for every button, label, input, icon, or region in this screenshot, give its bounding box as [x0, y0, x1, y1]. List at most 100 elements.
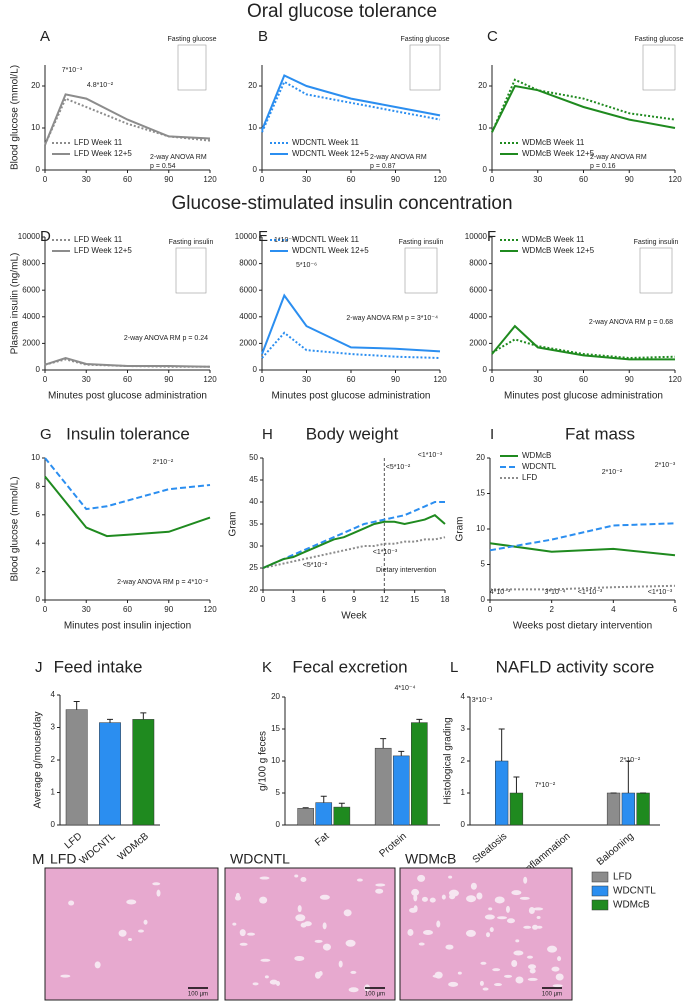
legend-swatch — [591, 885, 609, 897]
vacuole — [314, 939, 323, 943]
annotation: <5*10⁻² — [303, 562, 328, 569]
y-tick-label: 6000 — [22, 285, 40, 294]
inset-title: Fasting glucose — [167, 36, 216, 43]
inset-title: Fasting insulin — [169, 239, 214, 246]
annotation: 7*10⁻² — [535, 782, 556, 789]
legend-label: WDCNTL — [613, 886, 656, 897]
annotation: 3*10⁻³ — [472, 697, 493, 704]
x-tick-label: 120 — [203, 375, 217, 384]
vacuole — [264, 975, 269, 979]
vacuole — [519, 896, 530, 900]
vacuole — [552, 984, 563, 988]
vacuole — [319, 894, 330, 900]
annotation: <1*10⁻³ — [373, 549, 398, 556]
x-tick-label: 30 — [302, 375, 311, 384]
annotation: p = 0.54 — [150, 163, 176, 170]
vacuole — [127, 937, 132, 941]
vacuole — [421, 896, 428, 902]
y-tick-label: 2000 — [22, 339, 40, 348]
y-tick-label: 6000 — [239, 285, 257, 294]
vacuole — [137, 929, 144, 933]
bar — [392, 755, 410, 826]
annotation: 2-way ANOVA RM p = 0.24 — [124, 335, 208, 342]
y-tick-label: 0 — [253, 365, 258, 374]
y-tick-label: 4 — [36, 538, 41, 547]
x-tick-label: 0 — [260, 175, 265, 184]
error-bar — [380, 738, 387, 749]
inset-frame — [409, 44, 441, 91]
y-tick-label: 20 — [249, 585, 258, 594]
series-line — [44, 93, 211, 146]
vacuole — [322, 943, 331, 951]
vacuole — [413, 894, 418, 902]
x-tick-label: 3 — [291, 595, 296, 604]
chart-title: Body weight — [306, 424, 399, 443]
series-line — [262, 514, 446, 569]
y-tick-label: 40 — [249, 497, 258, 506]
vacuole — [375, 883, 386, 887]
error-bar — [625, 760, 632, 793]
vacuole — [259, 876, 270, 880]
vacuole — [434, 971, 443, 979]
vacuole — [494, 896, 505, 904]
y-tick-label: 1 — [461, 788, 466, 797]
x-tick-label: 0 — [43, 605, 48, 614]
vacuole — [551, 966, 560, 972]
x-tick-label: 0 — [260, 375, 265, 384]
y-tick-label: 20 — [31, 81, 40, 90]
error-bar — [513, 776, 520, 793]
vacuole — [479, 980, 484, 986]
panel-letter: G — [40, 426, 52, 443]
annotation: 2*10⁻² — [153, 459, 174, 466]
x-tick-label: 60 — [347, 175, 356, 184]
vacuole — [422, 930, 433, 936]
annotation: 2*10⁻³ — [655, 462, 676, 469]
x-tick-label: 60 — [123, 605, 132, 614]
vacuole — [409, 907, 418, 913]
x-tick-label: 0 — [261, 595, 266, 604]
annotation: 7*10⁻³ — [62, 67, 83, 74]
inset-frame — [175, 247, 207, 294]
panel-letter: J — [35, 659, 43, 676]
y-tick-label: 15 — [271, 724, 280, 733]
vacuole — [156, 889, 161, 897]
vacuole — [529, 968, 536, 974]
vacuole — [143, 919, 148, 925]
bar — [99, 722, 121, 826]
y-tick-label: 35 — [249, 519, 258, 528]
y-tick-label: 10000 — [235, 232, 258, 241]
chart-title: Insulin tolerance — [66, 424, 190, 443]
section-title: Oral glucose tolerance — [247, 1, 437, 22]
y-tick-label: 4000 — [22, 312, 40, 321]
vacuole — [511, 960, 518, 968]
vacuole — [448, 875, 453, 879]
vacuole — [126, 899, 137, 905]
vacuole — [526, 955, 533, 959]
legend-swatch — [591, 899, 609, 911]
vacuole — [528, 964, 537, 970]
y-tick-label: 20 — [476, 453, 485, 462]
legend-label: WDCNTL Week 11 — [292, 138, 360, 147]
vacuole — [239, 929, 246, 937]
vacuole — [297, 905, 302, 913]
y-tick-label: 20 — [248, 81, 257, 90]
annotation: <5*10⁻² — [386, 464, 411, 471]
bar — [636, 792, 650, 826]
vacuole — [232, 922, 237, 926]
annotation: 4.8*10⁻² — [87, 82, 114, 89]
vacuole — [294, 874, 299, 878]
x-tick-label: 0 — [43, 375, 48, 384]
chart-title: Feed intake — [54, 657, 143, 676]
vacuole — [448, 889, 459, 897]
error-bar — [338, 802, 345, 808]
vacuole — [68, 900, 75, 906]
vacuole — [484, 914, 495, 920]
y-tick-label: 0 — [51, 820, 56, 829]
annotation: 4*10⁻⁴ — [394, 685, 415, 692]
annotation: 5*10⁻⁶ — [296, 262, 317, 269]
x-tick-label: 90 — [164, 605, 173, 614]
y-tick-label: 3 — [461, 724, 466, 733]
x-tick-label: 30 — [533, 175, 542, 184]
y-tick-label: 30 — [249, 541, 258, 550]
vacuole — [375, 888, 384, 894]
